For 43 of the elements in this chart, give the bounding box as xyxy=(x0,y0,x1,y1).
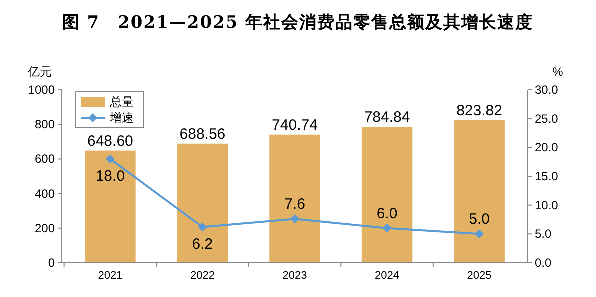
bar xyxy=(85,150,136,263)
y2-tick-label: 25.0 xyxy=(535,112,559,126)
bar xyxy=(362,127,413,263)
point xyxy=(106,154,115,164)
y2-axis-title: % xyxy=(552,65,564,79)
data-label: 6.0 xyxy=(376,205,398,222)
data-label: 688.56 xyxy=(180,126,226,143)
point xyxy=(198,222,208,232)
y-tick-label: 0 xyxy=(48,256,56,270)
data-label: 648.60 xyxy=(88,132,134,150)
x-tick-label: 2022 xyxy=(190,270,215,282)
data-label: 740.74 xyxy=(272,116,318,134)
y2-tick-label: 15.0 xyxy=(535,170,559,184)
y2-tick-label: 0.0 xyxy=(535,256,552,270)
point xyxy=(382,224,392,233)
y-axis-title: 亿元 xyxy=(27,65,52,79)
data-label: 7.6 xyxy=(284,196,306,214)
x-tick-label: 2024 xyxy=(375,270,400,282)
y2-tick-label: 5.0 xyxy=(535,227,552,242)
y2-tick-label: 20.0 xyxy=(535,140,559,155)
data-label: 6.2 xyxy=(192,236,214,254)
y-tick-label: 600 xyxy=(34,152,56,166)
legend-label: 增速 xyxy=(109,111,134,125)
x-tick-label: 2025 xyxy=(467,270,492,282)
y2-tick-label: 10.0 xyxy=(535,198,559,212)
chart-title: 图 7 2021—2025 年社会消费品零售总额及其增长速度 xyxy=(62,13,534,33)
y2-tick-label: 30.0 xyxy=(535,83,559,97)
y-tick-label: 1000 xyxy=(28,83,56,97)
bar xyxy=(270,134,320,263)
point xyxy=(290,214,300,224)
y-tick-label: 400 xyxy=(34,186,56,201)
bar xyxy=(177,144,228,263)
data-label: 5.0 xyxy=(469,211,490,228)
point xyxy=(475,230,484,239)
x-tick-label: 2021 xyxy=(98,270,123,282)
data-label: 18.0 xyxy=(96,168,126,186)
y-tick-label: 800 xyxy=(34,118,56,132)
legend-label: 总量 xyxy=(109,95,134,109)
data-label: 784.84 xyxy=(364,109,410,126)
x-tick-label: 2023 xyxy=(282,270,308,282)
data-label: 823.82 xyxy=(456,102,502,120)
bar xyxy=(454,120,505,263)
y-tick-label: 200 xyxy=(34,221,56,236)
